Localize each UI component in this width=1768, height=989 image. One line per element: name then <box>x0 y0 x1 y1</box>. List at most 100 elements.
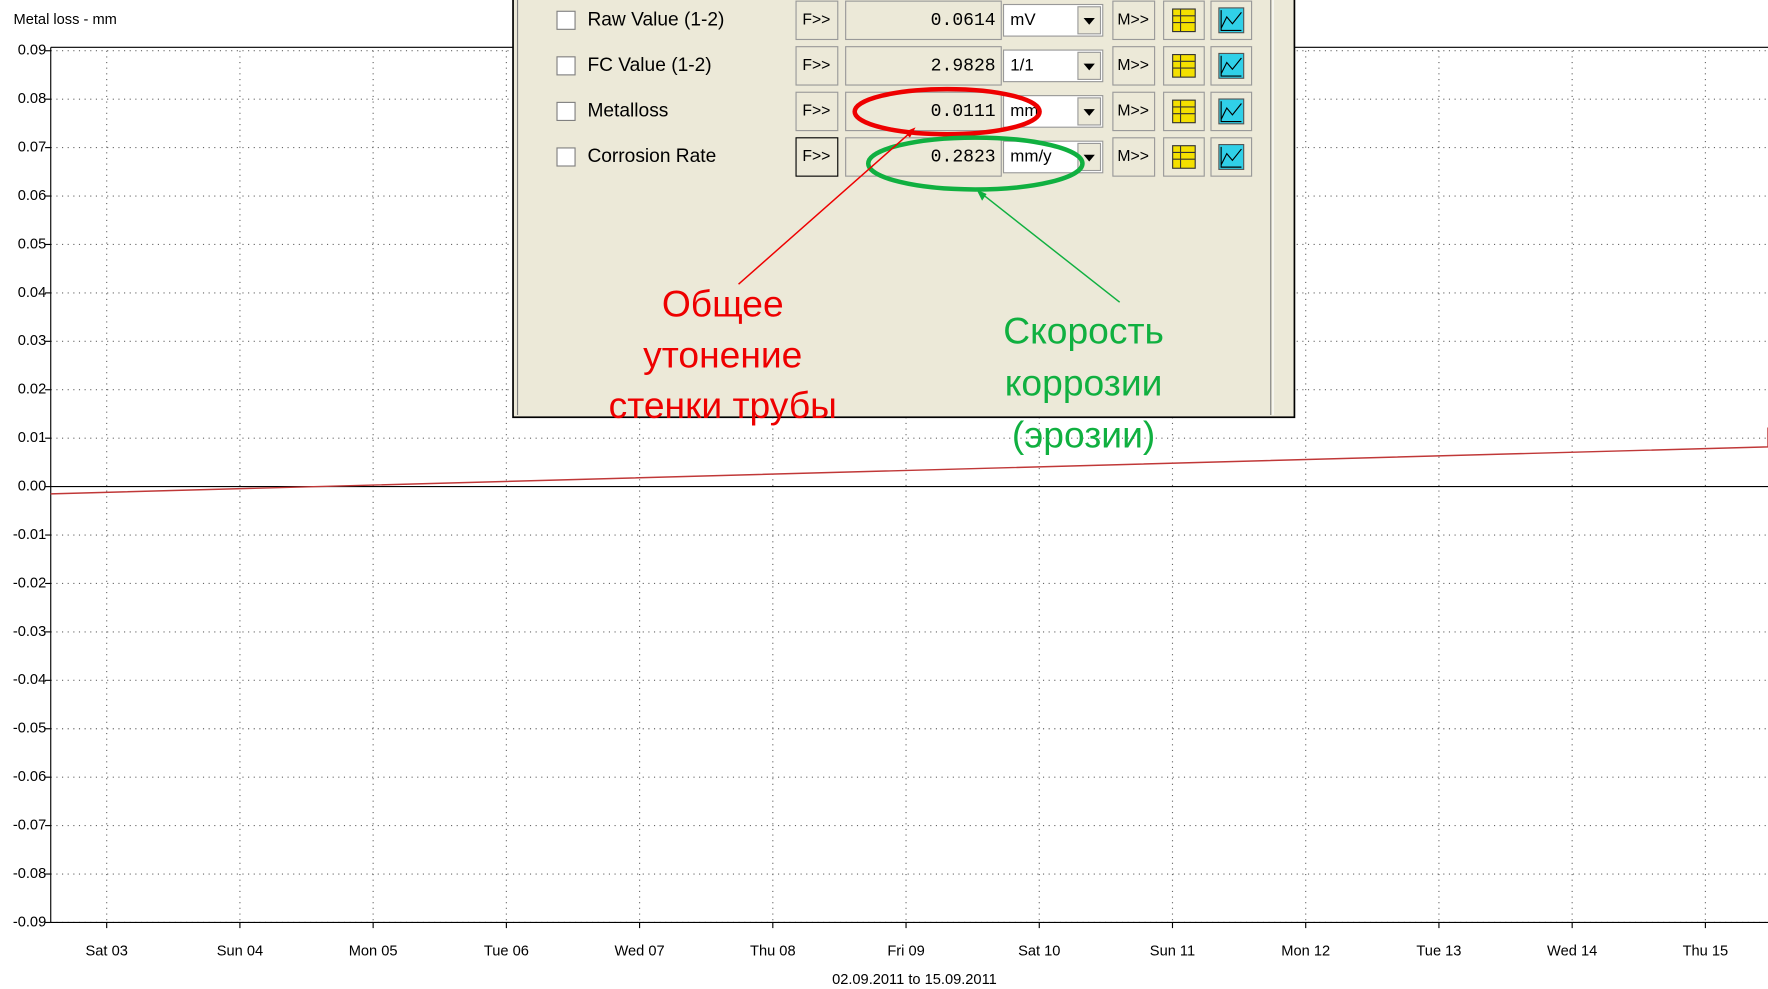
y-tick-label: 0.02 <box>18 382 46 398</box>
x-tick-label: Wed 14 <box>1547 944 1597 960</box>
chart-icon <box>1218 52 1245 79</box>
y-tick-label: -0.08 <box>13 866 46 882</box>
metalloss-highlight <box>852 86 1042 137</box>
x-tick-label: Fri 09 <box>887 944 924 960</box>
f-button[interactable] <box>795 46 839 86</box>
row-label: Metalloss <box>587 100 668 121</box>
table-icon <box>1172 145 1196 169</box>
chart-icon-line <box>1220 101 1242 123</box>
unit-text: 1/1 <box>1010 55 1034 74</box>
y-tick-label: 0.00 <box>18 478 46 494</box>
rate-arrow <box>981 193 1121 303</box>
f-button-label: F>> <box>802 148 830 165</box>
m-button[interactable] <box>1112 91 1156 132</box>
m-button-label: M>> <box>1117 103 1149 120</box>
chart-icon-line <box>1220 146 1242 168</box>
chart-icon <box>1218 144 1245 170</box>
y-tick-label: 0.09 <box>18 43 46 59</box>
y-tick-label: -0.03 <box>13 624 46 640</box>
x-tick-label: Mon 12 <box>1281 944 1330 960</box>
rate-note: коррозии <box>1005 362 1163 404</box>
y-tick-label: 0.05 <box>18 236 46 252</box>
metalloss-arrow <box>738 131 912 285</box>
rate-highlight <box>865 135 1085 192</box>
f-button[interactable] <box>795 137 839 177</box>
y-tick-label: 0.08 <box>18 91 46 107</box>
f-button[interactable] <box>795 91 839 132</box>
unit-text: mm/y <box>1010 146 1052 165</box>
checkbox[interactable] <box>556 147 576 167</box>
dropdown-arrow <box>1083 63 1095 71</box>
x-tick-label: Tue 13 <box>1416 944 1461 960</box>
y-tick-label: -0.01 <box>13 527 46 543</box>
dropdown-arrow <box>1083 109 1095 116</box>
f-button[interactable] <box>795 0 839 41</box>
rate-note: (эрозии) <box>1012 413 1155 455</box>
table-icon-lines <box>1172 54 1196 78</box>
value-text: 2.9828 <box>931 57 996 77</box>
data-line <box>50 427 1768 495</box>
row-label: Corrosion Rate <box>587 146 716 167</box>
chart-icon-line <box>1220 55 1242 77</box>
chart-icon <box>1218 7 1245 34</box>
f-button-label: F>> <box>802 57 830 74</box>
x-tick-label: Sat 10 <box>1018 944 1060 960</box>
y-tick-label: 0.07 <box>18 139 46 155</box>
value-text: 0.0614 <box>931 11 996 31</box>
row-label: Raw Value (1-2) <box>587 9 724 30</box>
y-tick-label: -0.04 <box>13 672 46 688</box>
x-tick-label: Mon 05 <box>349 944 398 960</box>
rate-note: Скорость <box>1003 310 1164 352</box>
metalloss-note: Общее <box>662 283 784 325</box>
m-button-label: M>> <box>1117 57 1149 74</box>
checkbox[interactable] <box>556 101 576 122</box>
chart-icon-line <box>1220 10 1242 32</box>
unit-text: mm <box>1010 101 1038 120</box>
y-tick-label: -0.02 <box>13 575 46 591</box>
y-tick-label: -0.09 <box>13 914 46 930</box>
table-icon-lines <box>1172 145 1196 169</box>
value-field <box>845 0 1002 41</box>
table-icon <box>1172 99 1196 124</box>
y-tick-label: 0.03 <box>18 333 46 349</box>
y-tick-label: -0.07 <box>13 817 46 833</box>
m-button[interactable] <box>1112 137 1156 177</box>
checkbox[interactable] <box>556 10 576 30</box>
checkbox[interactable] <box>556 56 576 76</box>
dropdown-arrow <box>1083 18 1095 25</box>
y-tick-label: 0.06 <box>18 188 46 204</box>
x-tick-label: Sun 04 <box>217 944 263 960</box>
m-button-label: M>> <box>1117 148 1149 165</box>
y-axis-label: Metal loss - mm <box>14 12 117 28</box>
table-icon <box>1172 54 1196 78</box>
metalloss-note: утонение <box>643 333 802 375</box>
m-button[interactable] <box>1112 0 1156 41</box>
table-icon <box>1172 8 1196 33</box>
chart-icon <box>1218 98 1245 125</box>
unit-text: mV <box>1010 10 1036 29</box>
y-tick-label: -0.06 <box>13 769 46 785</box>
x-tick-label: Wed 07 <box>614 944 664 960</box>
y-tick-label: 0.01 <box>18 430 46 446</box>
table-icon-lines <box>1172 100 1196 123</box>
metalloss-arrowhead <box>904 127 916 138</box>
y-tick-label: -0.05 <box>13 721 46 737</box>
x-tick-label: Thu 15 <box>1683 944 1729 960</box>
x-caption: 02.09.2011 to 15.09.2011 <box>832 972 997 988</box>
x-tick-label: Sun 11 <box>1150 944 1195 960</box>
dropdown-arrow <box>1083 154 1095 162</box>
y-tick-label: 0.04 <box>18 285 46 301</box>
value-text: 0.0111 <box>931 102 996 122</box>
f-button-label: F>> <box>802 11 830 28</box>
value-field <box>845 46 1002 86</box>
f-button-label: F>> <box>802 103 830 120</box>
x-tick-label: Tue 06 <box>484 944 529 960</box>
x-tick-label: Sat 03 <box>86 944 128 960</box>
value-text: 0.2823 <box>931 148 996 168</box>
metalloss-note: стенки трубы <box>609 384 837 426</box>
x-tick-label: Thu 08 <box>750 944 796 960</box>
table-icon-lines <box>1172 9 1196 32</box>
m-button[interactable] <box>1112 46 1156 86</box>
